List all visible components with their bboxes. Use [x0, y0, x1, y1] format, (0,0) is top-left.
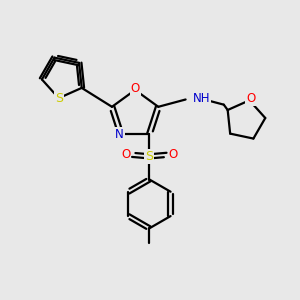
Text: O: O — [246, 92, 256, 105]
Text: NH: NH — [193, 92, 211, 104]
Text: S: S — [55, 92, 63, 105]
Text: O: O — [121, 148, 130, 161]
Text: O: O — [130, 82, 140, 95]
Text: O: O — [169, 148, 178, 161]
Text: N: N — [115, 128, 124, 141]
Text: S: S — [146, 150, 154, 163]
